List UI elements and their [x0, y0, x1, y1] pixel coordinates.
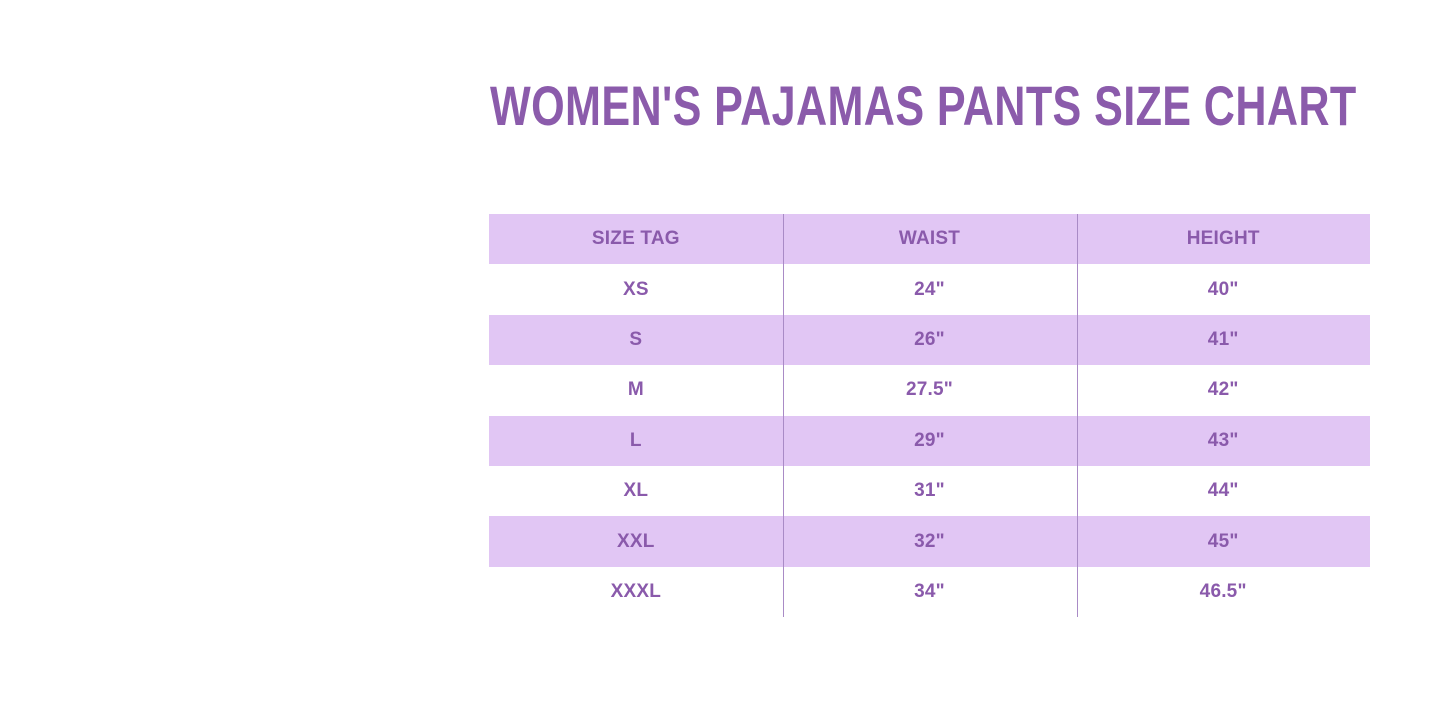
table-row: XXXL 34" 46.5" [489, 567, 1370, 617]
height-cell: 45" [1207, 530, 1239, 552]
waist-cell: 31" [914, 480, 945, 502]
size-tag-cell: L [629, 429, 642, 451]
header-size-tag: SIZE TAG [591, 228, 680, 250]
size-chart-table: SIZE TAG WAIST HEIGHT XS 24" 40" S 26" 41" M 27… [489, 214, 1370, 618]
page-title: WOMEN'S PAJAMAS PANTS SIZE CHART [490, 74, 1357, 137]
waist-cell: 24" [914, 278, 945, 300]
size-tag-cell: XL [623, 480, 649, 502]
size-tag-cell: XXXL [610, 580, 662, 602]
size-tag-cell: XS [622, 278, 649, 300]
waist-cell: 26" [914, 328, 945, 350]
size-tag-cell: M [627, 379, 644, 401]
height-cell: 46.5" [1199, 580, 1247, 602]
header-waist: WAIST [898, 228, 961, 250]
table-row: M 27.5" 42" [489, 365, 1370, 415]
height-cell: 42" [1207, 379, 1239, 401]
height-cell: 40" [1207, 278, 1239, 300]
height-cell: 44" [1207, 480, 1239, 502]
waist-cell: 34" [914, 580, 945, 602]
table-row: S 26" 41" [489, 314, 1370, 366]
table-row: XS 24" 40" [489, 264, 1370, 314]
column-divider [783, 214, 784, 618]
table-header-row: SIZE TAG WAIST HEIGHT [489, 214, 1370, 265]
column-divider [1077, 214, 1078, 618]
waist-cell: 32" [914, 530, 945, 552]
waist-cell: 27.5" [906, 379, 953, 401]
height-cell: 43" [1207, 429, 1239, 451]
size-tag-cell: S [629, 328, 643, 350]
height-cell: 41" [1207, 328, 1239, 350]
table-row: L 29" 43" [489, 415, 1370, 466]
table-row: XXL 32" 45" [489, 516, 1370, 567]
waist-cell: 29" [914, 429, 945, 451]
size-tag-cell: XXL [617, 530, 655, 552]
table-row: XL 31" 44" [489, 466, 1370, 516]
header-height: HEIGHT [1186, 228, 1260, 250]
